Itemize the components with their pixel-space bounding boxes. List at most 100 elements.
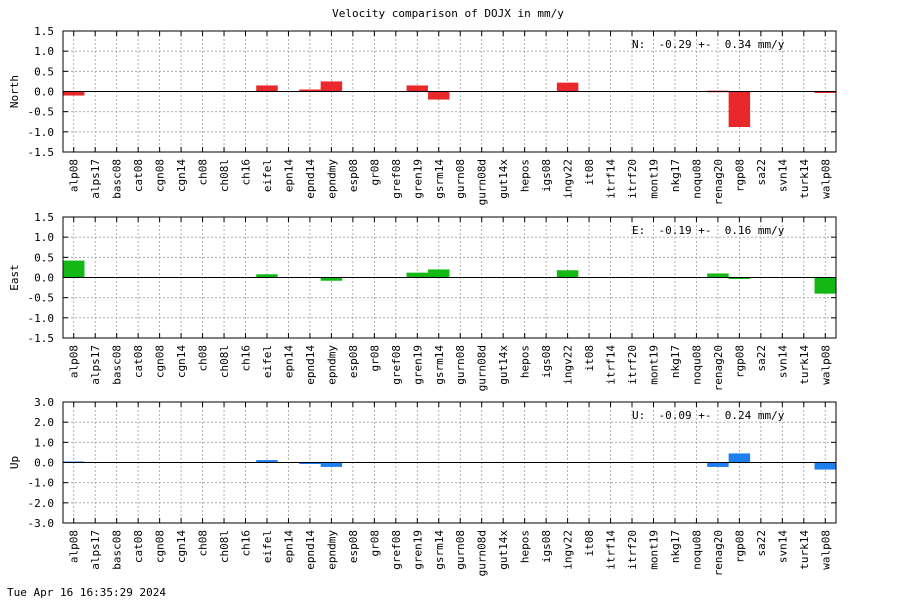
up-category-label: alps17 (89, 530, 102, 570)
east-category-label: gurn08 (454, 345, 467, 385)
up-category-label: ch08l (218, 530, 231, 563)
north-category-label: gren19 (411, 159, 424, 199)
east-ytick-label: 0.5 (34, 251, 54, 264)
up-category-label: epnd14 (304, 530, 317, 570)
up-category-label: cat08 (132, 530, 145, 563)
north-frame (62, 30, 837, 153)
east-category-label: mont19 (647, 345, 660, 385)
east-category-label: alp08 (68, 345, 81, 378)
north-category-label: gurn08d (476, 159, 489, 205)
north-category-label: mont19 (647, 159, 660, 199)
north-ytick-label: 1.0 (34, 45, 54, 58)
up-category-label: svn14 (776, 530, 789, 563)
up-ytick-label: -2.0 (28, 497, 55, 510)
east-ytick-label: -1.0 (28, 312, 55, 325)
east-stat-annotation: E: -0.19 +- 0.16 mm/y (632, 224, 785, 237)
east-ytick-label: -1.5 (28, 332, 55, 345)
east-category-label: epn14 (282, 345, 295, 378)
east-ytick-label: -0.5 (28, 292, 55, 305)
up-category-label: ch16 (240, 530, 253, 557)
north-category-label: it08 (583, 159, 596, 186)
east-ytick-label: 0.0 (34, 272, 54, 285)
north-category-label: itrf20 (626, 159, 639, 199)
east-category-label: svn14 (776, 345, 789, 378)
north-ytick-label: -0.5 (28, 106, 55, 119)
up-frame (62, 401, 837, 524)
east-category-label: turk14 (798, 345, 811, 385)
up-ytick-label: 1.0 (34, 436, 54, 449)
up-category-label: rgp08 (733, 530, 746, 563)
east-bar-rgp08 (728, 277, 751, 279)
north-category-label: epndmy (325, 159, 338, 199)
east-category-label: cgn14 (175, 345, 188, 378)
up-category-label: itrf14 (605, 530, 618, 570)
east-category-label: hepos (519, 345, 532, 378)
north-ytick-label: 0.0 (34, 86, 54, 99)
up-category-label: itrf20 (626, 530, 639, 570)
up-bar-renag20 (707, 462, 729, 467)
up-category-label: esp08 (347, 530, 360, 563)
up-category-label: cgn08 (154, 530, 167, 563)
east-category-label: epndmy (325, 345, 338, 385)
east-category-label: sa22 (755, 345, 768, 372)
up-bar-epndmy (320, 462, 343, 467)
east-category-label: walp08 (819, 345, 832, 385)
east-category-label: gurn08d (476, 345, 489, 391)
up-bar-eifel (256, 460, 278, 463)
north-category-label: eifel (261, 159, 274, 192)
up-category-label: basc08 (111, 530, 124, 570)
north-panel: -1.5 -1.0 -0.5 0.0 0.5 1.0 1.5 alp08 alps17 basc0… (8, 25, 837, 205)
east-category-label: gref08 (390, 345, 403, 385)
up-ytick-label: -1.0 (28, 477, 55, 490)
east-bar-gren19 (406, 272, 429, 278)
up-category-label: epn14 (282, 530, 295, 563)
north-category-label: renag20 (712, 159, 725, 205)
up-category-label: ingv22 (562, 530, 575, 570)
up-panel: -3.0 -2.0 -1.0 0.0 1.0 2.0 3.0 alp08 alps17 basc0… (8, 396, 837, 576)
up-category-label: mont19 (647, 530, 660, 570)
east-bar-walp08 (814, 277, 836, 294)
east-category-label: nkg17 (669, 345, 682, 378)
east-ytick-label: 1.0 (34, 231, 54, 244)
north-category-label: igs08 (540, 159, 553, 192)
north-category-label: ingv22 (562, 159, 575, 199)
up-category-label: noqu08 (690, 530, 703, 570)
north-category-label: noqu08 (690, 159, 703, 199)
up-category-label: turk14 (798, 530, 811, 570)
timestamp-footer: Tue Apr 16 16:35:29 2024 (7, 586, 166, 599)
up-bar-rgp08 (728, 453, 751, 463)
up-category-label: gren19 (411, 530, 424, 570)
up-category-label: renag20 (712, 530, 725, 576)
north-category-label: gurn08 (454, 159, 467, 199)
north-category-label: gsrm14 (433, 159, 446, 199)
up-category-label: gref08 (390, 530, 403, 570)
east-bar-gsrm14 (428, 269, 450, 278)
north-category-label: gref08 (390, 159, 403, 199)
up-category-label: walp08 (819, 530, 832, 570)
east-category-label: ch16 (240, 345, 253, 372)
up-category-label: gsrm14 (433, 530, 446, 570)
north-bar-ingv22 (556, 82, 579, 92)
north-category-label: ch08l (218, 159, 231, 192)
up-ytick-label: 2.0 (34, 416, 54, 429)
north-category-label: gut14x (497, 159, 510, 199)
east-category-label: ch08 (197, 345, 210, 372)
east-bar-ingv22 (556, 270, 579, 278)
north-ytick-label: -1.0 (28, 126, 55, 139)
north-category-label: ch16 (240, 159, 253, 186)
up-category-label: ch08 (197, 530, 210, 557)
up-category-label: gut14x (497, 530, 510, 570)
north-category-label: ch08 (197, 159, 210, 186)
north-bar-epnd14 (299, 89, 321, 92)
east-category-label: gren19 (411, 345, 424, 385)
north-category-label: epnd14 (304, 159, 317, 199)
north-category-label: turk14 (798, 159, 811, 199)
north-category-label: nkg17 (669, 159, 682, 192)
east-category-label: gsrm14 (433, 345, 446, 385)
north-bar-walp08 (814, 91, 836, 93)
up-category-label: it08 (583, 530, 596, 557)
east-category-label: ingv22 (562, 345, 575, 385)
up-ytick-label: 0.0 (34, 457, 54, 470)
east-category-label: cat08 (132, 345, 145, 378)
